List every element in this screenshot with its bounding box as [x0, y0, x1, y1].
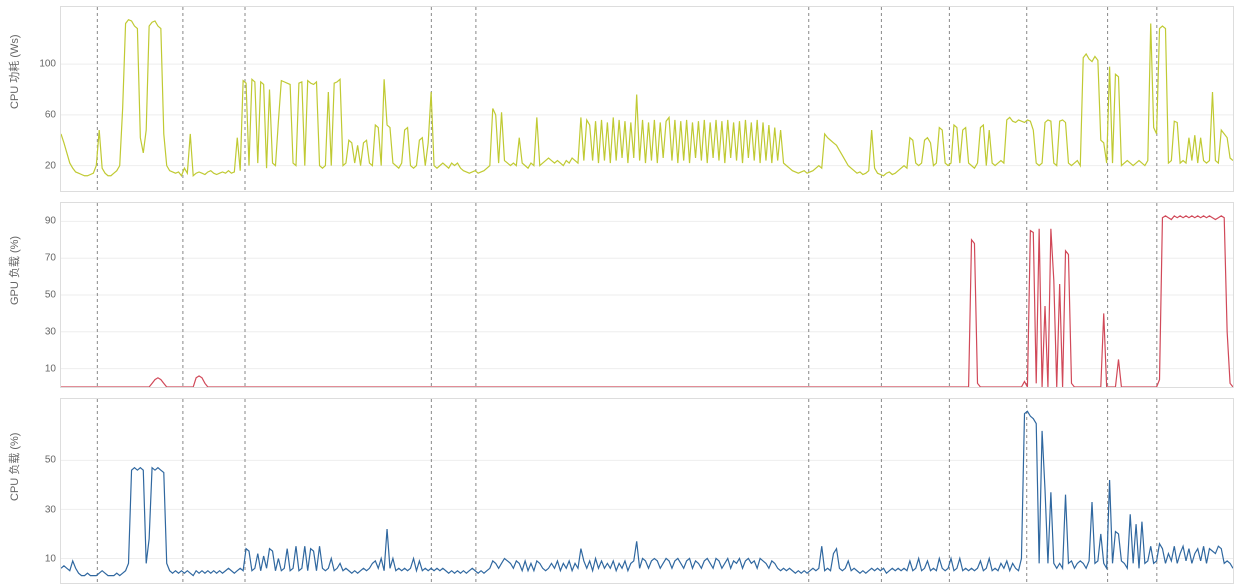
y-axis-label: CPU 功耗 (Ws): [6, 89, 22, 109]
y-tick-label: 30: [45, 327, 56, 338]
y-ticks-gpu-load: 10 30 50 70 90: [32, 202, 58, 388]
panel-cpu-power: CPU 功耗 (Ws) 20 60 100: [4, 4, 1238, 194]
y-axis-label: GPU 负载 (%): [6, 285, 22, 305]
y-ticks-cpu-power: 20 60 100: [32, 6, 58, 192]
plot-area-gpu-load: [60, 202, 1234, 388]
plot-area-cpu-power: [60, 6, 1234, 192]
panel-cpu-load: CPU 负载 (%) 10 30 50: [4, 396, 1238, 586]
y-ticks-cpu-load: 10 30 50: [32, 398, 58, 584]
y-tick-label: 50: [45, 290, 56, 301]
chart-container: CPU 功耗 (Ws) 20 60 100 GPU 负载 (%) 10 30 50 70 9…: [0, 0, 1246, 585]
y-tick-label: 20: [45, 161, 56, 172]
y-tick-label: 60: [45, 110, 56, 121]
y-axis-label: CPU 负载 (%): [6, 481, 22, 501]
y-tick-label: 10: [45, 554, 56, 565]
y-tick-label: 70: [45, 252, 56, 263]
chart-svg-gpu-load: [61, 203, 1233, 387]
plot-area-cpu-load: [60, 398, 1234, 584]
y-tick-label: 10: [45, 364, 56, 375]
y-tick-label: 100: [39, 58, 56, 69]
y-tick-label: 50: [45, 455, 56, 466]
y-tick-label: 30: [45, 504, 56, 515]
chart-svg-cpu-power: [61, 7, 1233, 191]
panel-gpu-load: GPU 负载 (%) 10 30 50 70 90: [4, 200, 1238, 390]
chart-svg-cpu-load: [61, 399, 1233, 583]
y-tick-label: 90: [45, 215, 56, 226]
